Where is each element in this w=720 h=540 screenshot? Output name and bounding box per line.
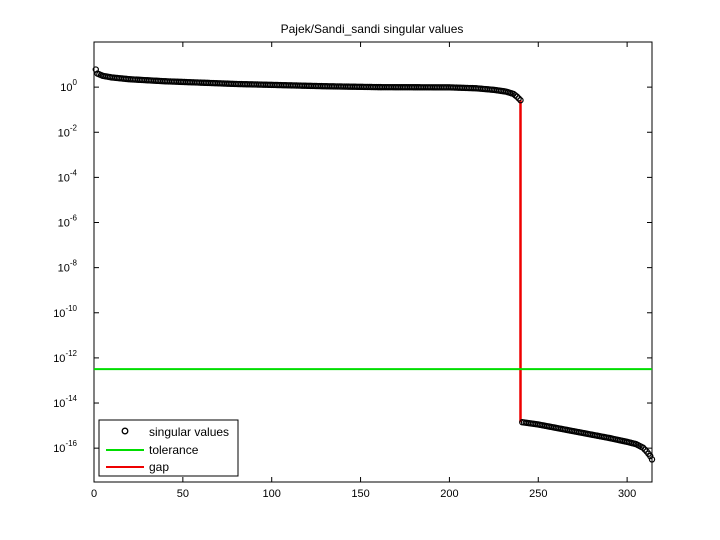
x-tick-label: 300	[618, 488, 636, 500]
data-point	[515, 95, 522, 102]
data-point	[648, 456, 656, 463]
x-tick-label: 200	[440, 488, 458, 500]
data-point	[647, 452, 654, 460]
x-tick-label: 0	[91, 488, 97, 500]
chart-title: Pajek/Sandi_sandi singular values	[281, 22, 464, 36]
legend-label-gap: gap	[149, 460, 169, 474]
data-point	[513, 93, 521, 100]
legend-marker-singular-values	[121, 427, 129, 435]
legend: singular values tolerance gap	[98, 419, 239, 477]
legend-label-singular-values: singular values	[149, 425, 229, 439]
legend-label-tolerance: tolerance	[149, 443, 199, 457]
data-point	[517, 97, 524, 104]
x-tick-label: 100	[263, 488, 281, 500]
x-tick-label: 50	[177, 488, 189, 500]
plot-area-frame	[93, 41, 653, 483]
x-tick-label: 250	[529, 488, 547, 500]
singular-values-series	[92, 66, 656, 463]
x-axis: 0 50 100 150 200 250 300	[91, 42, 636, 500]
x-tick-label: 150	[351, 488, 369, 500]
